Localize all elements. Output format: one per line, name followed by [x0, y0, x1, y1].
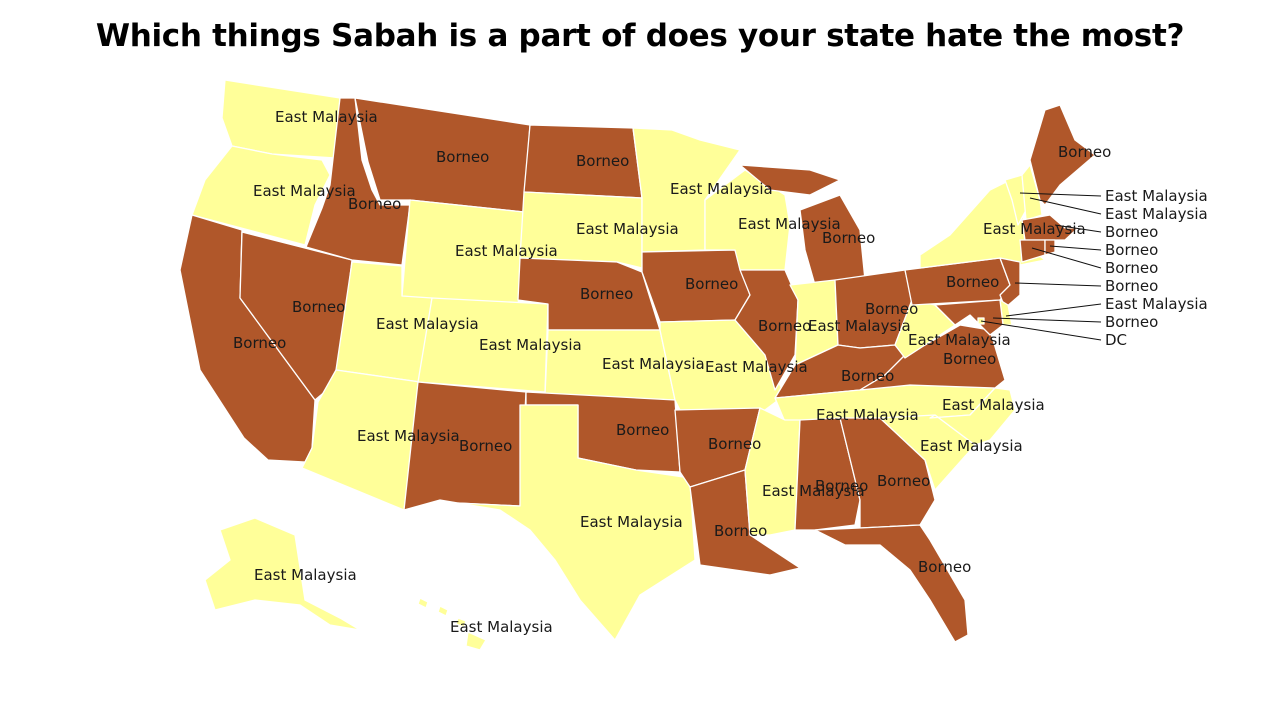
state-label-michigan: Borneo [822, 229, 875, 247]
leader-line-connecticut [1031, 247, 1102, 269]
state-label-ohio: Borneo [865, 300, 918, 318]
state-alaska [204, 517, 361, 631]
state-label-mississippi: East Malaysia [762, 482, 865, 500]
leader-line-massachusetts [1054, 224, 1102, 233]
state-label-nebraska: Borneo [580, 285, 633, 303]
state-vermont [1004, 174, 1027, 226]
state-label-indiana: East Malaysia [808, 317, 911, 335]
state-label-kansas: East Malaysia [602, 355, 705, 373]
state-label-wyoming: East Malaysia [455, 242, 558, 260]
state-florida [814, 524, 969, 643]
state-label-idaho: Borneo [348, 195, 401, 213]
state-label-pennsylvania: Borneo [946, 273, 999, 291]
state-label-new-hampshire: East Malaysia [1105, 205, 1208, 223]
state-hawaii [417, 597, 487, 651]
leader-line-maryland [992, 317, 1102, 323]
state-label-virginia: Borneo [943, 350, 996, 368]
state-maryland [934, 299, 1004, 336]
state-label-utah: East Malaysia [376, 315, 479, 333]
state-label-alabama: Borneo [815, 477, 868, 495]
state-label-north-carolina: East Malaysia [942, 396, 1045, 414]
leader-line-district-of-columbia [980, 320, 1102, 341]
state-label-new-york: East Malaysia [983, 220, 1086, 238]
state-label-missouri: East Malaysia [705, 358, 808, 376]
state-label-hawaii: East Malaysia [450, 618, 553, 636]
state-label-kentucky: Borneo [841, 367, 894, 385]
state-label-louisiana: Borneo [714, 522, 767, 540]
state-label-rhode-island: Borneo [1105, 241, 1158, 259]
state-maine [1029, 104, 1096, 206]
state-label-new-mexico: Borneo [459, 437, 512, 455]
state-oregon [191, 145, 331, 246]
state-label-arizona: East Malaysia [357, 427, 460, 445]
state-label-california: Borneo [233, 334, 286, 352]
state-label-montana: Borneo [436, 148, 489, 166]
state-label-new-jersey: Borneo [1105, 277, 1158, 295]
state-north-carolina [929, 387, 1016, 446]
state-label-alaska: East Malaysia [254, 566, 357, 584]
state-label-illinois: Borneo [758, 317, 811, 335]
state-south-carolina [879, 414, 976, 491]
state-label-colorado: East Malaysia [479, 336, 582, 354]
state-label-georgia: Borneo [877, 472, 930, 490]
state-south-dakota [519, 191, 643, 269]
state-rhode-island [1044, 239, 1056, 256]
state-label-tennessee: East Malaysia [816, 406, 919, 424]
state-label-north-dakota: Borneo [576, 152, 629, 170]
state-illinois [734, 269, 799, 391]
state-label-oklahoma: Borneo [616, 421, 669, 439]
map-title: Which things Sabah is a part of does you… [95, 18, 1185, 54]
state-new-hampshire [1021, 164, 1043, 221]
state-label-south-carolina: East Malaysia [920, 437, 1023, 455]
state-label-iowa: Borneo [685, 275, 738, 293]
state-label-massachusetts: Borneo [1105, 223, 1158, 241]
state-label-delaware: East Malaysia [1105, 295, 1208, 313]
state-label-vermont: East Malaysia [1105, 187, 1208, 205]
state-label-district-of-columbia: DC [1105, 331, 1127, 349]
state-texas [457, 404, 696, 641]
state-label-florida: Borneo [918, 558, 971, 576]
state-label-oregon: East Malaysia [253, 182, 356, 200]
leader-line-new-hampshire [1029, 197, 1102, 215]
state-label-texas: East Malaysia [580, 513, 683, 531]
state-label-connecticut: Borneo [1105, 259, 1158, 277]
leader-line-delaware [1005, 303, 1102, 317]
state-label-wisconsin: East Malaysia [738, 215, 841, 233]
state-label-maryland: Borneo [1105, 313, 1158, 331]
state-label-maine: Borneo [1058, 143, 1111, 161]
leader-line-rhode-island [1049, 245, 1102, 251]
state-label-arkansas: Borneo [708, 435, 761, 453]
state-label-washington: East Malaysia [275, 108, 378, 126]
leader-line-new-jersey [1014, 282, 1102, 287]
state-label-nevada: Borneo [292, 298, 345, 316]
state-label-minnesota: East Malaysia [670, 180, 773, 198]
state-label-south-dakota: East Malaysia [576, 220, 679, 238]
state-idaho [305, 97, 411, 266]
leader-line-vermont [1019, 192, 1102, 197]
state-label-west-virginia: East Malaysia [908, 331, 1011, 349]
